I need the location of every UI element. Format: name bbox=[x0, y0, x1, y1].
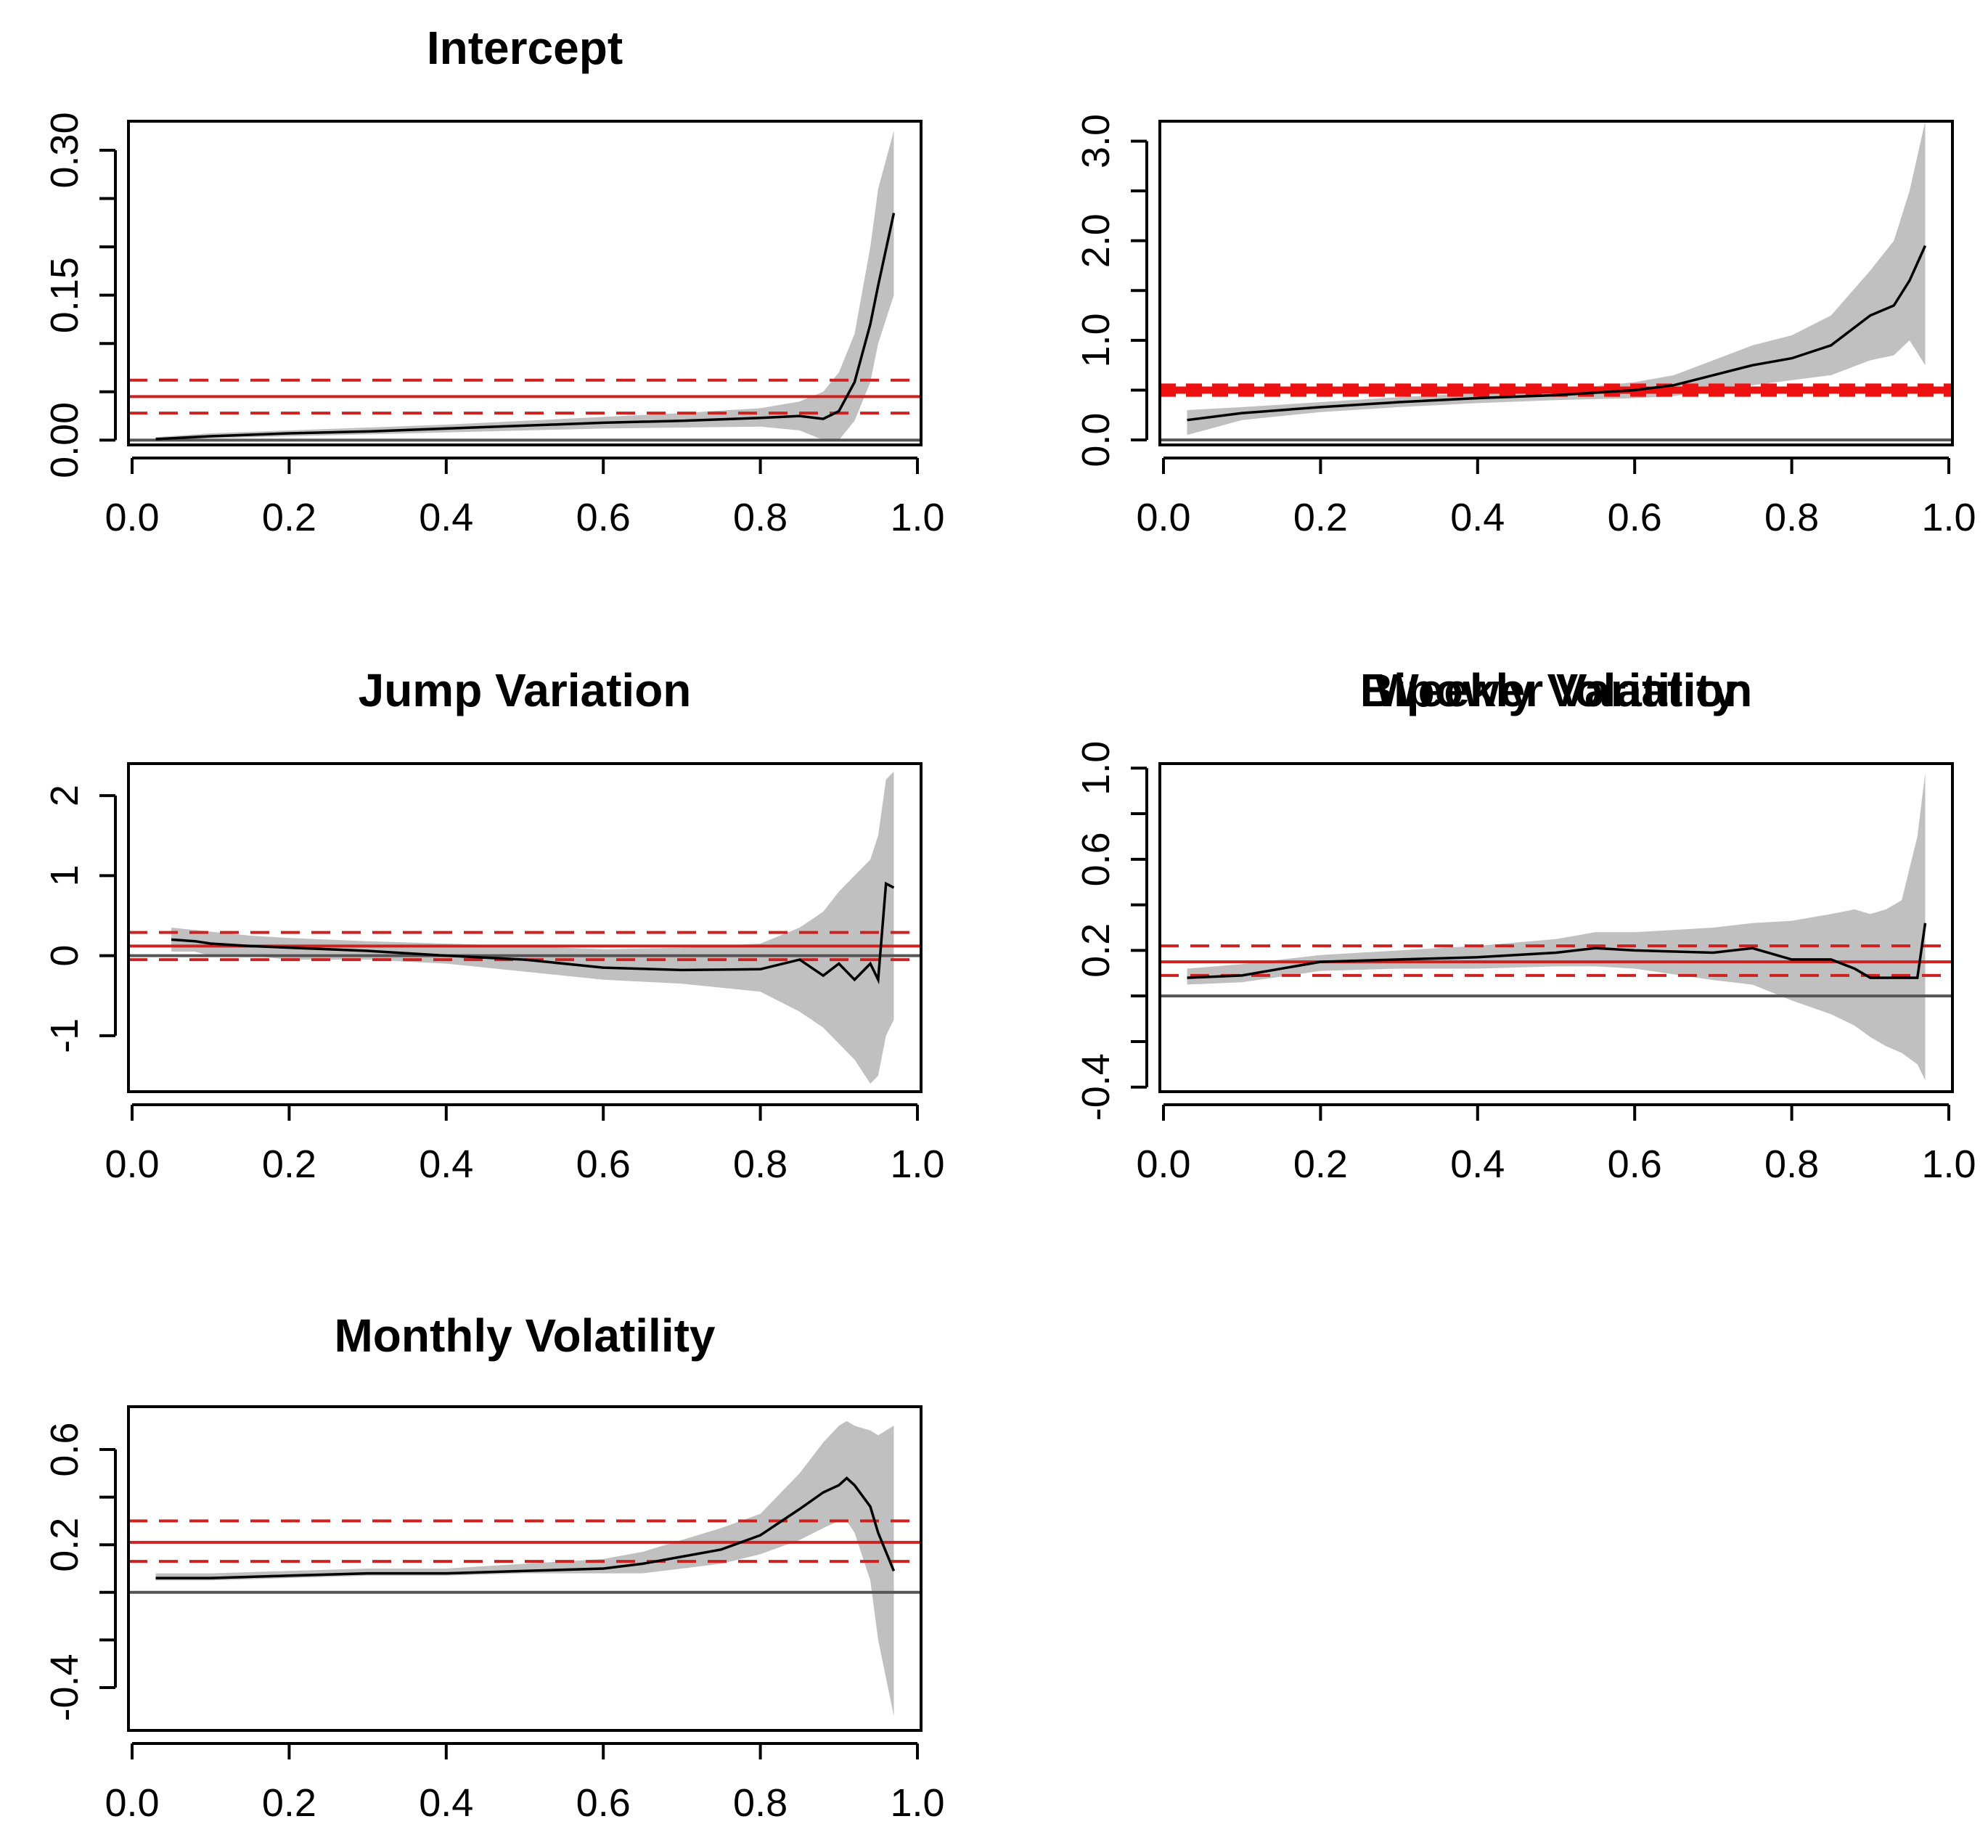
intercept-x-tick-label: 0.6 bbox=[576, 496, 631, 539]
weekly-volatility-y-tick-label: 0.2 bbox=[1074, 923, 1118, 978]
weekly-volatility-plot-box bbox=[1158, 762, 1954, 1093]
bipower-variation-x-tick-label: 0.6 bbox=[1608, 496, 1662, 539]
intercept-confidence-band bbox=[155, 131, 894, 441]
weekly-volatility-y-tick-label: 1.0 bbox=[1074, 741, 1118, 796]
jump-variation-x-tick-label: 1.0 bbox=[890, 1142, 944, 1186]
jump-variation-x-tick-label: 0.4 bbox=[419, 1142, 473, 1186]
bipower-variation-plot-box bbox=[1158, 120, 1954, 446]
bipower-variation-x-tick-label: 0.8 bbox=[1764, 496, 1819, 539]
intercept-title: Intercept bbox=[427, 22, 623, 74]
jump-variation-y-tick-label: -1 bbox=[43, 1018, 86, 1053]
bipower-variation-quantile-estimate-line bbox=[1187, 245, 1927, 422]
weekly-volatility-x-tick-label: 0.4 bbox=[1450, 1142, 1505, 1186]
monthly-volatility-plot-box bbox=[127, 1405, 923, 1732]
bipower-variation-x-tick-label: 0.4 bbox=[1450, 496, 1505, 539]
intercept-x-tick-label: 0.4 bbox=[419, 496, 473, 539]
monthly-volatility-x-tick-label: 0.8 bbox=[733, 1781, 788, 1825]
monthly-volatility-x-tick-label: 0.4 bbox=[419, 1781, 473, 1825]
jump-variation-x-tick-label: 0.2 bbox=[262, 1142, 316, 1186]
jump-variation-panel: Jump Variation 0.0 0.2 0.4 0.6 0.8 1.0 -1 0 1 2 bbox=[43, 664, 945, 1186]
intercept-y-tick-label: 0.00 bbox=[43, 402, 86, 478]
bipower-variation-y-tick-label: 2.0 bbox=[1074, 213, 1118, 268]
monthly-volatility-x-tick-label: 1.0 bbox=[890, 1781, 944, 1825]
weekly-volatility-x-tick-label: 0.8 bbox=[1764, 1142, 1819, 1186]
weekly-volatility-quantile-estimate-line bbox=[1187, 923, 1927, 979]
intercept-x-tick-label: 0.2 bbox=[262, 496, 316, 539]
weekly-volatility-y-tick-label: -0.4 bbox=[1074, 1053, 1118, 1121]
monthly-volatility-y-tick-label: -0.4 bbox=[43, 1653, 86, 1721]
monthly-volatility-y-tick-label: 0.6 bbox=[43, 1422, 86, 1476]
weekly-volatility-x-tick-label: 0.6 bbox=[1608, 1142, 1662, 1186]
bipower-variation-panel: Bipower Variation 0.0 0.2 0.4 0.6 0.8 1.0 0.0 1.… bbox=[1074, 114, 1976, 716]
bipower-variation-x-tick-label: 0.2 bbox=[1293, 496, 1348, 539]
jump-variation-y-tick-label: 0 bbox=[43, 945, 86, 967]
bipower-variation-y-tick-label: 0.0 bbox=[1074, 413, 1118, 467]
jump-variation-confidence-band bbox=[171, 772, 894, 1084]
jump-variation-quantile-estimate-line bbox=[171, 881, 895, 985]
intercept-y-tick-label: 0.30 bbox=[43, 112, 86, 188]
monthly-volatility-quantile-estimate-line bbox=[155, 1476, 896, 1579]
jump-variation-y-tick-label: 1 bbox=[43, 864, 86, 886]
bipower-variation-x-tick-label: 0.0 bbox=[1136, 496, 1190, 539]
intercept-x-tick-label: 1.0 bbox=[890, 496, 944, 539]
jump-variation-plot-box bbox=[127, 762, 923, 1093]
monthly-volatility-title: Monthly Volatility bbox=[334, 1309, 715, 1362]
jump-variation-x-tick-label: 0.0 bbox=[105, 1142, 159, 1186]
monthly-volatility-panel: Monthly Volatility 0.0 0.2 0.4 0.6 0.8 1.0 -0.4… bbox=[43, 1309, 945, 1825]
bipower-variation-confidence-band bbox=[1187, 121, 1926, 436]
monthly-volatility-y-tick-label: 0.2 bbox=[43, 1518, 86, 1572]
weekly-volatility-panel: Weekly Volatility 0.0 0.2 0.4 0.6 0.8 1.0 -0.4 0… bbox=[1074, 664, 1976, 1186]
weekly-volatility-x-tick-label: 1.0 bbox=[1921, 1142, 1976, 1186]
intercept-x-tick-label: 0.8 bbox=[733, 496, 788, 539]
jump-variation-title: Jump Variation bbox=[359, 664, 692, 716]
weekly-volatility-title: Weekly Volatility bbox=[1375, 664, 1738, 716]
monthly-volatility-x-tick-label: 0.0 bbox=[105, 1781, 159, 1825]
intercept-quantile-estimate-line bbox=[155, 213, 896, 441]
intercept-plot-box bbox=[127, 120, 923, 446]
jump-variation-x-tick-label: 0.8 bbox=[733, 1142, 788, 1186]
weekly-volatility-y-tick-label: 0.6 bbox=[1074, 832, 1118, 886]
weekly-volatility-x-tick-label: 0.0 bbox=[1136, 1142, 1190, 1186]
intercept-x-tick-label: 0.0 bbox=[105, 496, 159, 539]
bipower-variation-y-tick-label: 1.0 bbox=[1074, 313, 1118, 367]
weekly-volatility-x-tick-label: 0.2 bbox=[1293, 1142, 1348, 1186]
bipower-variation-x-tick-label: 1.0 bbox=[1921, 496, 1976, 539]
monthly-volatility-x-tick-label: 0.2 bbox=[262, 1781, 316, 1825]
jump-variation-x-tick-label: 0.6 bbox=[576, 1142, 631, 1186]
jump-variation-y-tick-label: 2 bbox=[43, 785, 86, 806]
bipower-variation-y-tick-label: 3.0 bbox=[1074, 114, 1118, 168]
weekly-volatility-confidence-band bbox=[1187, 772, 1926, 1081]
intercept-y-tick-label: 0.15 bbox=[43, 257, 86, 333]
monthly-volatility-x-tick-label: 0.6 bbox=[576, 1781, 631, 1825]
intercept-panel: Intercept 0.0 0.2 0.4 0.6 0.8 1.0 0.00 0.15 0.30 bbox=[43, 22, 945, 539]
monthly-volatility-confidence-band bbox=[155, 1420, 894, 1717]
bipower-variation-title: Bipower Variation bbox=[1360, 664, 1753, 716]
